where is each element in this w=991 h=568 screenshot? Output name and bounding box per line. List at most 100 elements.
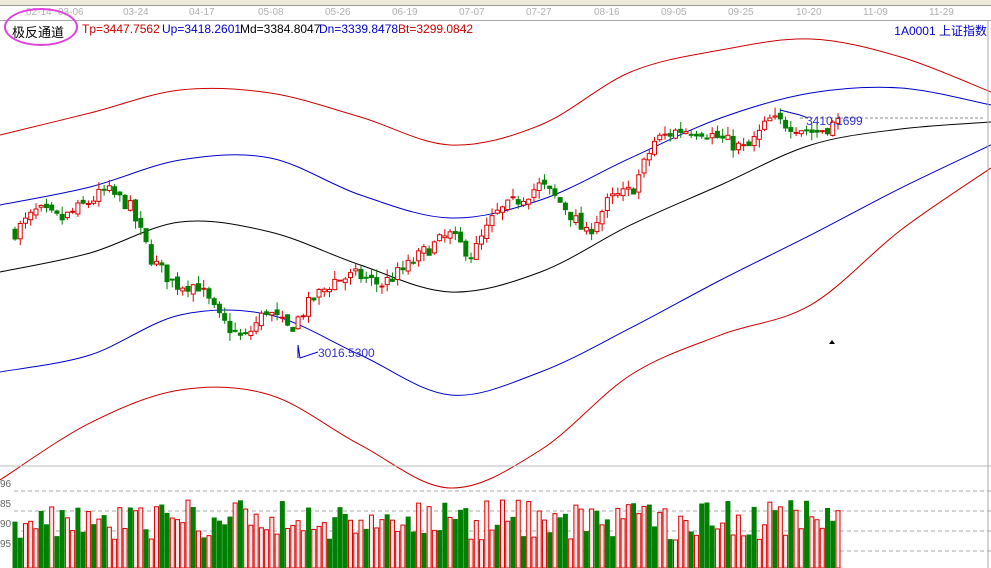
- volume-bar: [269, 516, 275, 568]
- volume-bar: [195, 530, 201, 568]
- candle-body: [405, 259, 411, 272]
- volume-bar: [515, 499, 521, 568]
- volume-bar: [809, 516, 815, 568]
- candle-body: [500, 206, 506, 213]
- volume-bar: [835, 510, 841, 568]
- candle-body: [264, 311, 270, 315]
- candle-body: [479, 235, 485, 245]
- candle-body: [830, 121, 836, 136]
- volume-bar: [253, 513, 259, 568]
- candle-body: [793, 131, 799, 134]
- candle-body: [636, 174, 642, 193]
- volume-bar: [180, 522, 186, 568]
- candle-body: [709, 133, 715, 139]
- volume-bar: [332, 517, 338, 568]
- volume-bar: [112, 538, 118, 568]
- candle-body: [127, 200, 133, 211]
- candle-body: [562, 202, 568, 211]
- volume-bar: [589, 508, 595, 568]
- volume-bar: [185, 499, 191, 568]
- candle-body: [368, 274, 374, 279]
- candle-body: [222, 313, 228, 321]
- volume-bar: [678, 515, 684, 568]
- volume-bar: [279, 501, 285, 568]
- volume-bar: [672, 539, 678, 568]
- volume-bar: [751, 506, 757, 568]
- volume-bar: [699, 503, 705, 568]
- volume-bar: [300, 530, 306, 568]
- bt-value: Bt=3299.0842: [398, 22, 474, 36]
- candle-body: [201, 287, 207, 290]
- volume-bar: [91, 524, 97, 568]
- candle-body: [91, 200, 97, 204]
- candle-body: [379, 285, 385, 288]
- candle-body: [12, 228, 18, 240]
- candle-body: [227, 320, 233, 334]
- date-tick: 09-25: [728, 7, 754, 18]
- volume-bar: [169, 517, 175, 568]
- volume-bar: [667, 539, 673, 568]
- volume-bar: [756, 538, 762, 568]
- md-value: Md=3384.8047: [240, 22, 321, 36]
- candle-body: [216, 303, 222, 314]
- volume-bar: [730, 534, 736, 568]
- volume-bar: [316, 525, 322, 568]
- volume-bar: [437, 530, 443, 568]
- candle-body: [672, 129, 678, 139]
- candle-body: [49, 204, 55, 211]
- candle-body: [211, 298, 217, 306]
- volume-bar: [410, 531, 416, 568]
- candle-body: [410, 261, 416, 264]
- candle-body: [295, 316, 301, 330]
- volume-bar: [541, 519, 547, 568]
- candle-body: [80, 199, 86, 204]
- candle-body: [17, 222, 23, 240]
- volume-bar: [652, 526, 658, 568]
- volume-bar: [494, 524, 500, 568]
- volume-bar: [500, 499, 506, 568]
- volume-bar: [311, 529, 317, 568]
- volume-bar: [80, 531, 86, 568]
- volume-bar: [741, 535, 747, 568]
- band-bt-line: [0, 167, 991, 489]
- candle-body: [730, 135, 736, 151]
- volume-bar: [463, 508, 469, 568]
- volume-bar: [274, 533, 280, 568]
- candle-body: [610, 193, 616, 197]
- candle-body: [384, 277, 390, 286]
- volume-bar: [557, 517, 563, 568]
- candle-body: [589, 228, 595, 235]
- volume-bar: [772, 510, 778, 568]
- symbol-label: 1A0001 上证指数: [894, 24, 987, 38]
- candle-body: [804, 129, 810, 132]
- candle-body: [54, 210, 60, 214]
- volume-bar: [232, 502, 238, 568]
- volume-bar: [714, 528, 720, 568]
- volume-bar: [473, 520, 479, 568]
- volume-bar: [819, 527, 825, 568]
- candle-body: [463, 240, 469, 257]
- band-dn-line: [0, 144, 991, 396]
- volume-bar: [657, 511, 663, 568]
- candle-body: [484, 224, 490, 239]
- volume-bar: [458, 509, 464, 568]
- candle-body: [520, 200, 526, 206]
- date-tick: 09-05: [661, 7, 687, 18]
- candle-body: [195, 283, 201, 292]
- volume-bar: [568, 538, 574, 568]
- candle-body: [190, 284, 196, 295]
- candle-body: [583, 226, 589, 232]
- toolbar: [0, 0, 991, 6]
- volume-bar: [725, 501, 731, 568]
- candle-body: [741, 144, 747, 147]
- volume-bar: [573, 504, 579, 568]
- candle-body: [531, 189, 537, 198]
- volume-bar: [636, 513, 642, 568]
- volume-bar: [327, 538, 333, 568]
- volume-bar: [562, 513, 568, 568]
- candle-body: [541, 179, 547, 185]
- volume-axis-label: 95: [0, 539, 12, 550]
- volume-bar: [159, 504, 165, 568]
- candle-body: [662, 133, 668, 136]
